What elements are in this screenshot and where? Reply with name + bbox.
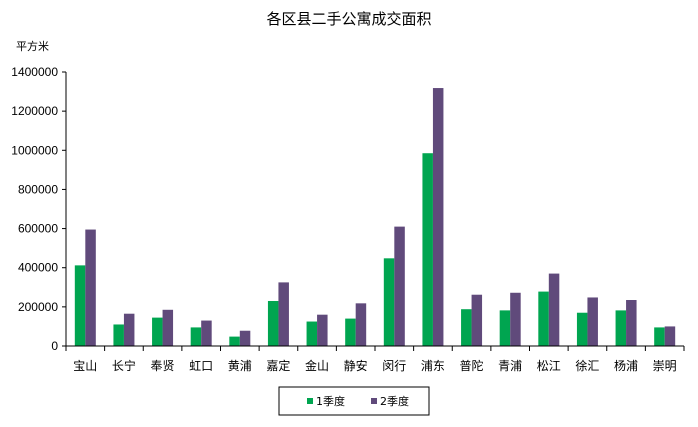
legend-swatch-q1: [307, 398, 313, 404]
bar-q1: [229, 336, 240, 346]
legend-label-q2: 2季度: [380, 394, 409, 408]
bar-q1: [306, 321, 318, 346]
x-category-label: 金山: [305, 358, 329, 373]
bar-q1: [499, 310, 511, 346]
y-tick-label: 0: [51, 339, 58, 353]
bar-q1: [422, 153, 433, 346]
y-tick-label: 1200000: [11, 104, 58, 118]
bar-q1: [538, 291, 549, 346]
x-category-label: 奉贤: [151, 359, 175, 373]
x-category-label: 崇明: [653, 359, 677, 373]
x-category-label: 宝山: [73, 359, 97, 373]
bar-q1: [576, 312, 588, 346]
legend: 1季度 2季度: [278, 386, 430, 416]
bar-q2: [123, 313, 135, 346]
bars-group: [74, 88, 676, 346]
y-tick-label: 800000: [18, 182, 58, 196]
bar-q2: [394, 226, 405, 346]
legend-swatch-q2: [371, 398, 377, 404]
bar-q1: [383, 258, 395, 346]
bar-q1: [113, 324, 124, 346]
bar-q2: [278, 282, 289, 346]
bar-q2: [432, 88, 444, 346]
y-tick-label: 1400000: [11, 65, 58, 79]
bar-q2: [471, 294, 483, 346]
bar-q2: [548, 273, 560, 346]
bar-q2: [587, 297, 598, 346]
bar-q1: [345, 318, 356, 346]
bar-q1: [190, 327, 202, 346]
bar-q1: [74, 265, 86, 346]
x-axis-category-labels: 宝山 长宁 奉贤 虹口 黄浦 嘉定 金山 静安 闵行 浦东 普陀 青浦 松江 徐汇 杨浦 崇明: [73, 358, 676, 373]
axes: [65, 72, 685, 351]
x-category-label: 虹口: [189, 359, 213, 373]
y-axis-unit-label: 平方米: [16, 39, 49, 53]
x-category-label: 黄浦: [228, 359, 252, 373]
bar-q1: [615, 310, 627, 346]
y-tick-label: 1000000: [11, 143, 58, 157]
bar-q2: [355, 303, 367, 346]
y-axis-ticks: 0 200000 400000 600000 800000 1000000 1200000 1…: [11, 65, 66, 353]
chart-title: 各区县二手公寓成交面积: [266, 10, 431, 28]
x-category-label: 浦东: [421, 359, 445, 373]
x-category-label: 徐汇: [575, 358, 599, 373]
x-category-label: 青浦: [498, 359, 522, 373]
y-tick-label: 200000: [18, 300, 58, 314]
x-category-label: 静安: [344, 358, 368, 373]
x-category-label: 杨浦: [614, 358, 638, 373]
y-tick-label: 400000: [18, 261, 58, 275]
bar-q2: [201, 320, 212, 346]
bar-q2: [510, 292, 521, 346]
legend-label-q1: 1季度: [316, 394, 345, 408]
bar-q2: [626, 300, 637, 346]
legend-box: [278, 386, 430, 416]
x-category-label: 嘉定: [266, 358, 290, 373]
x-category-label: 长宁: [112, 358, 136, 373]
bar-q1: [267, 300, 279, 346]
bar-q1: [152, 317, 163, 346]
bar-q2: [664, 326, 676, 346]
bar-q2: [317, 314, 328, 346]
y-tick-label: 600000: [18, 222, 58, 236]
bar-q1: [654, 327, 665, 346]
x-category-label: 闵行: [382, 358, 406, 373]
bar-q2: [85, 229, 96, 346]
bar-q2: [239, 330, 251, 346]
x-category-label: 普陀: [460, 358, 484, 373]
bar-q1: [461, 309, 472, 346]
x-category-label: 松江: [537, 359, 561, 373]
bar-q2: [162, 309, 174, 346]
